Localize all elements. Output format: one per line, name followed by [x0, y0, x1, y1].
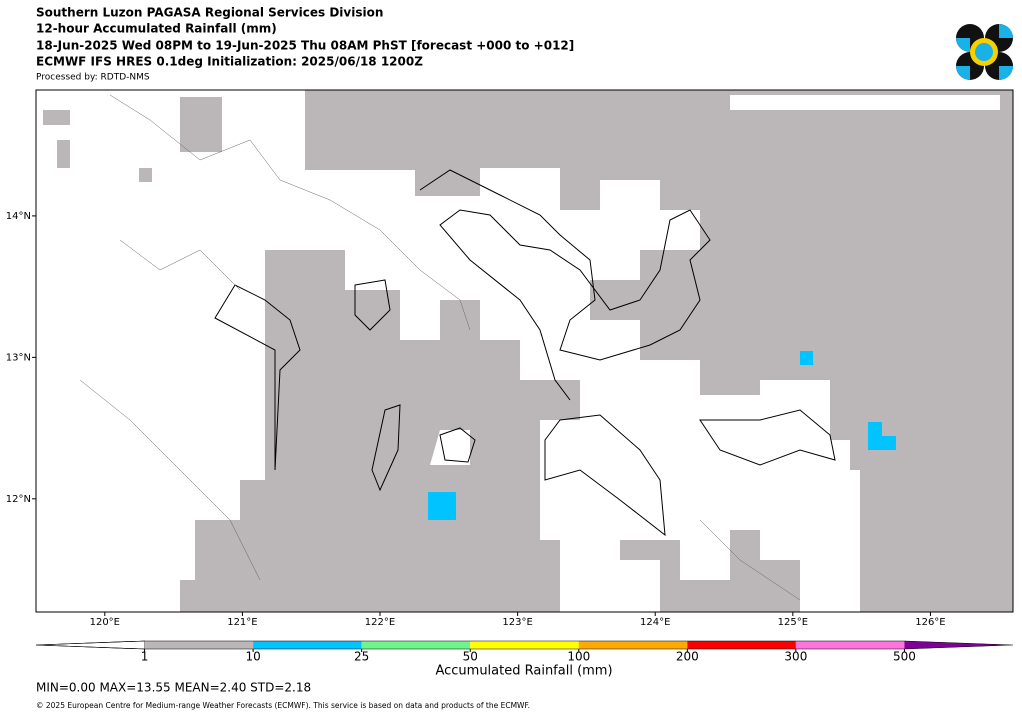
dry-area	[36, 90, 1000, 612]
map	[35, 89, 1014, 613]
colorbar-tick-label: 1	[141, 650, 149, 664]
map-frame	[35, 89, 1014, 613]
x-tick-label: 122°E	[365, 617, 395, 628]
colorbar-tick-label: 10	[245, 650, 260, 664]
colorbar-tick-label: 500	[893, 650, 916, 664]
x-tick-label: 120°E	[90, 617, 120, 628]
title: Southern Luzon PAGASA Regional Services …	[36, 6, 383, 20]
colorbar-label: Accumulated Rainfall (mm)	[435, 664, 612, 679]
colorbar-segment	[578, 641, 688, 649]
rain-cell	[800, 351, 813, 365]
colorbar-over	[904, 641, 1013, 649]
x-tick-label: 123°E	[502, 617, 532, 628]
colorbar-segment	[687, 641, 796, 649]
coastline	[214, 169, 836, 537]
footer: © 2025 European Centre for Medium-range …	[36, 701, 530, 710]
colorbar-tick-label: 100	[567, 650, 590, 664]
colorbar-segment	[470, 641, 579, 649]
x-tick-label: 126°E	[915, 617, 945, 628]
logo	[956, 24, 1013, 80]
boundaries	[79, 94, 801, 601]
y-tick-label: 12°N	[6, 494, 31, 505]
subtitle: 12-hour Accumulated Rainfall (mm)	[36, 22, 277, 36]
colorbar-under	[35, 640, 145, 650]
colorbar-segment	[361, 641, 471, 649]
wet-patch	[43, 97, 320, 390]
x-tick-label: 125°E	[778, 617, 808, 628]
stats: MIN=0.00 MAX=13.55 MEAN=2.40 STD=2.18	[36, 681, 311, 695]
colorbar-tick-label: 50	[463, 650, 478, 664]
x-tick-label: 121°E	[227, 617, 257, 628]
processed-by: Processed by: RDTD-NMS	[36, 73, 150, 83]
model-info: ECMWF IFS HRES 0.1deg Initialization: 20…	[36, 55, 423, 69]
colorbar-tick-label: 200	[676, 650, 699, 664]
colorbar-segment	[253, 641, 362, 649]
y-tick-label: 14°N	[6, 211, 31, 222]
colorbar-segment	[795, 641, 905, 649]
period: 18-Jun-2025 Wed 08PM to 19-Jun-2025 Thu …	[36, 39, 574, 53]
colorbar-tick-label: 300	[784, 650, 807, 664]
rain-cell	[868, 422, 896, 450]
x-tick-label: 124°E	[640, 617, 670, 628]
colorbar-segment	[144, 641, 254, 649]
rain-cell	[428, 492, 456, 520]
y-tick-label: 13°N	[6, 352, 31, 363]
colorbar-tick-label: 25	[354, 650, 369, 664]
